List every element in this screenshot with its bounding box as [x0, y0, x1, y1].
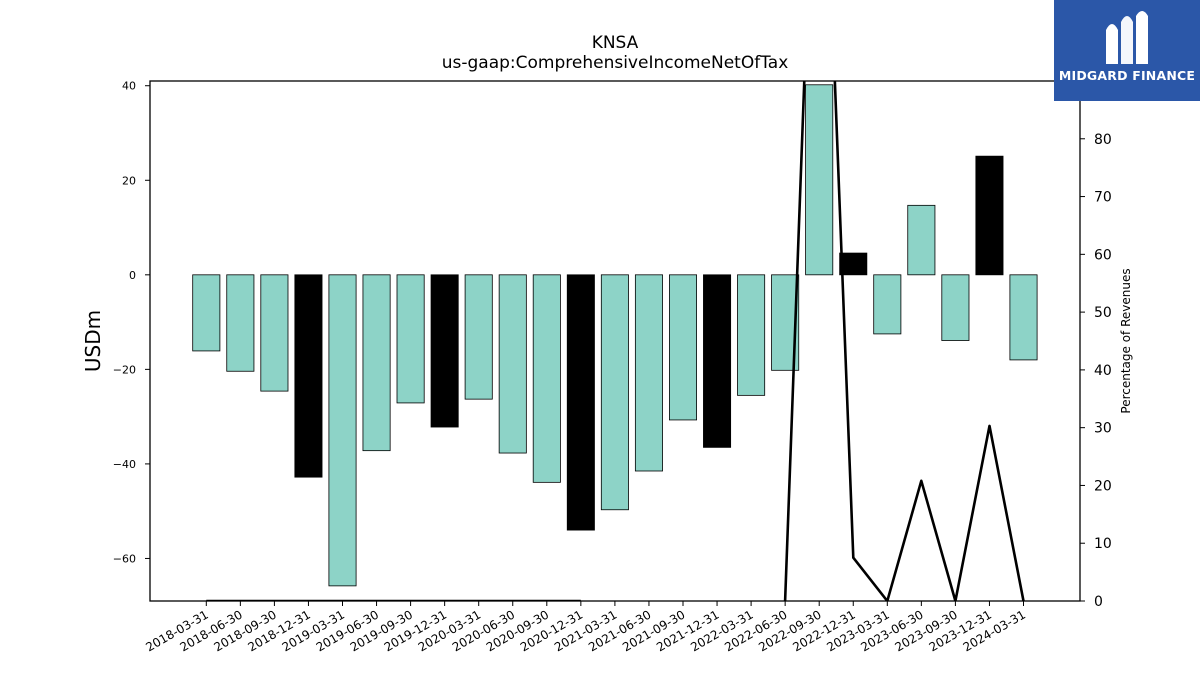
bar [362, 274, 391, 452]
bar [703, 274, 732, 448]
bar [260, 274, 289, 392]
y2-axis-label: Percentage of Revenues [1119, 268, 1133, 413]
y2-tick-label: 80 [1094, 132, 1112, 148]
y2-tick-label: 30 [1094, 421, 1112, 437]
y2-tick-label: 0 [1094, 594, 1103, 610]
y2-tick-label: 20 [1094, 478, 1112, 494]
bar [1009, 274, 1038, 361]
y-axis-left: 40 20 0 −20 −40 −60 [113, 80, 150, 565]
y2-tick-label: 10 [1094, 536, 1112, 552]
bar [192, 274, 221, 352]
y-tick-label: −60 [113, 552, 136, 565]
y2-tick-label: 50 [1094, 305, 1112, 321]
midgard-logo-icon [1106, 11, 1148, 64]
bar [396, 274, 425, 404]
y-tick-label: −20 [113, 363, 136, 376]
bar [669, 274, 698, 421]
bar [941, 274, 970, 341]
bar [600, 274, 629, 511]
bar [975, 155, 1004, 276]
bar [430, 274, 459, 428]
bar [498, 274, 527, 454]
chart-title: KNSA [592, 33, 639, 53]
chart-subtitle: us-gaap:ComprehensiveIncomeNetOfTax [442, 53, 789, 73]
bar [839, 252, 868, 276]
y-axis-label: USDm [81, 310, 105, 372]
bar [294, 274, 323, 478]
y-tick-label: 20 [122, 174, 136, 187]
series-line [206, 81, 1025, 601]
bar [805, 84, 834, 276]
bar [737, 274, 766, 396]
y-tick-label: 0 [129, 269, 136, 282]
y-axis-right: 0 10 20 30 40 50 60 70 80 [1080, 132, 1112, 610]
y2-tick-label: 40 [1094, 363, 1112, 379]
bar [566, 274, 595, 531]
logo-text: MIDGARD FINANCE [1058, 68, 1196, 83]
bar [634, 274, 663, 472]
bar-series [192, 84, 1038, 587]
bar [532, 274, 561, 483]
y2-tick-label: 60 [1094, 247, 1112, 263]
x-axis: 2018-03-312018-06-302018-09-302018-12-31… [143, 601, 1028, 654]
bar [873, 274, 902, 335]
y-tick-label: −40 [113, 458, 136, 471]
bar [907, 204, 936, 276]
bar [226, 274, 255, 372]
y-tick-label: 40 [122, 80, 136, 93]
bar [464, 274, 493, 400]
bar [328, 274, 357, 587]
logo: MIDGARD FINANCE [1054, 0, 1200, 101]
y2-tick-label: 70 [1094, 190, 1112, 206]
